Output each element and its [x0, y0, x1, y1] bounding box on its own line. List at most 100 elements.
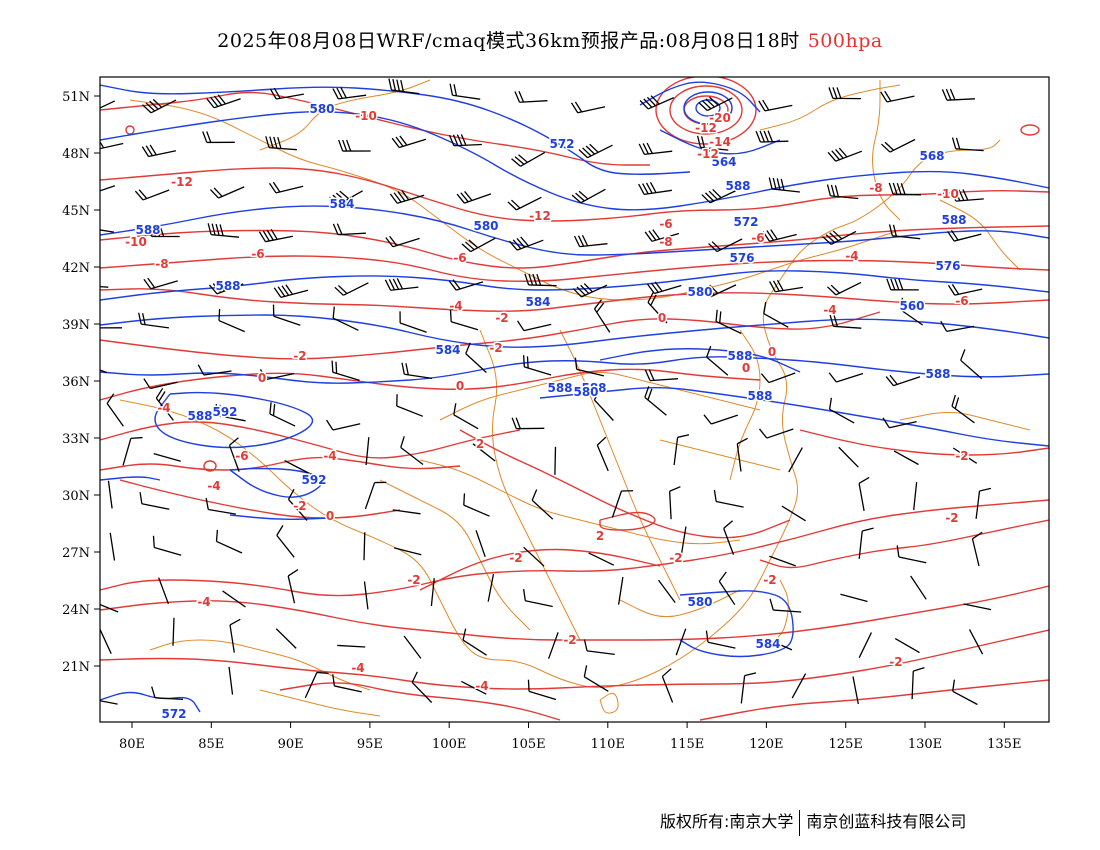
wind-barb — [141, 144, 177, 158]
wind-barb — [138, 312, 169, 329]
temperature-contour — [100, 585, 1049, 641]
temperature-contour — [1020, 124, 1040, 136]
wind-barb — [706, 345, 729, 376]
height-contour — [639, 81, 761, 113]
wind-barb — [638, 182, 672, 196]
wind-barb — [511, 417, 545, 430]
wind-barb — [531, 489, 554, 520]
wind-barb — [448, 134, 482, 147]
temperature-contour-label: -4 — [197, 595, 210, 609]
wind-barb — [858, 632, 873, 658]
wind-barb — [758, 99, 793, 112]
wind-barb — [791, 673, 807, 699]
wind-barb — [911, 666, 925, 700]
wind-barb — [100, 698, 118, 705]
height-contour — [100, 205, 1049, 256]
lat-tick-label: 21N — [62, 660, 90, 675]
temperature-contour-label: -12 — [695, 121, 717, 135]
height-contour-label: 580 — [573, 385, 598, 399]
wind-barb — [768, 177, 800, 193]
wind-barb — [657, 579, 676, 603]
temperature-contour-label: -2 — [955, 449, 968, 463]
wind-barb — [208, 281, 244, 295]
boundary-line — [439, 372, 761, 421]
wind-barb — [696, 135, 729, 151]
wind-barb — [139, 492, 170, 510]
wind-barb — [781, 505, 806, 522]
temperature-contour-label: -6 — [955, 294, 968, 308]
wind-barb — [788, 447, 803, 473]
wind-barb — [611, 490, 634, 518]
wind-barb — [396, 394, 424, 417]
wind-barb — [574, 357, 605, 377]
temperature-contour — [419, 548, 661, 591]
wind-barb — [701, 284, 737, 298]
wind-barb — [713, 489, 744, 508]
height-contour-label: 588 — [727, 349, 752, 363]
wind-barb — [828, 397, 855, 424]
copyright-text: 版权所有:南京大学 — [660, 812, 794, 831]
temperature-contour-label: -2 — [763, 573, 776, 587]
wind-barb — [384, 278, 419, 291]
lon-tick-label: 115E — [670, 737, 704, 752]
wind-barb — [153, 453, 181, 462]
wind-barb — [885, 374, 921, 387]
wind-barb — [328, 190, 363, 206]
wind-barb — [588, 552, 615, 566]
wind-barb — [888, 182, 922, 196]
wind-barb — [755, 130, 789, 143]
temperature-contour-label: -6 — [453, 251, 466, 265]
wind-barb — [769, 598, 802, 613]
wind-barb — [507, 196, 542, 211]
temperature-contour-label: -6 — [751, 231, 764, 245]
height-contour — [100, 270, 1049, 301]
boundary-line — [419, 459, 741, 545]
wind-barb — [228, 666, 234, 695]
temperature-contour — [100, 456, 461, 471]
temperature-contour-label: -4 — [351, 661, 364, 675]
wind-barb — [142, 98, 177, 114]
wind-barb — [449, 310, 479, 331]
temperature-contour-label: 0 — [258, 371, 266, 385]
wind-barb — [461, 680, 487, 695]
wind-barb — [269, 402, 296, 427]
wind-barb — [647, 291, 668, 324]
boundary-line — [659, 439, 781, 471]
temperature-contour — [100, 311, 881, 360]
boundary-line — [559, 329, 681, 601]
temperature-contour-label: -4 — [207, 479, 220, 493]
lon-tick-label: 85E — [198, 737, 224, 752]
wind-barb — [462, 628, 487, 656]
temperature-contour-label: -8 — [155, 257, 168, 271]
wind-barb — [769, 555, 796, 567]
temperature-contour — [699, 679, 1049, 721]
latitude-labels: 51N 48N 45N 42N 39N 36N 33N 30N 27N 24N 21N — [62, 90, 90, 675]
boundary-line — [149, 639, 371, 691]
wind-barb — [583, 639, 615, 656]
wind-barb — [508, 236, 544, 251]
boundary-line — [119, 139, 1001, 688]
wind-barb — [913, 482, 918, 511]
wind-barb — [673, 434, 690, 466]
height-contour-label: 588 — [135, 223, 160, 237]
height-contour — [539, 387, 1049, 447]
wind-barb — [840, 593, 868, 603]
wind-barb — [572, 283, 608, 298]
lat-tick-label: 45N — [62, 204, 90, 219]
height-contour-label: 584 — [329, 197, 354, 211]
wind-barb — [448, 279, 484, 291]
boundary-line — [619, 589, 741, 618]
wind-barb — [391, 135, 427, 149]
wind-barb — [524, 273, 557, 287]
lat-tick-label: 33N — [62, 432, 90, 447]
wind-barb — [698, 96, 733, 112]
height-contour — [100, 476, 161, 481]
wind-barb — [463, 493, 490, 517]
wind-barb — [718, 571, 736, 606]
wind-barb — [393, 547, 422, 556]
wind-barb — [109, 532, 116, 561]
boundary-line — [899, 412, 1031, 431]
height-contour-label: 588 — [187, 409, 212, 423]
wind-barb — [334, 282, 369, 296]
temperature-contour — [100, 629, 1049, 690]
